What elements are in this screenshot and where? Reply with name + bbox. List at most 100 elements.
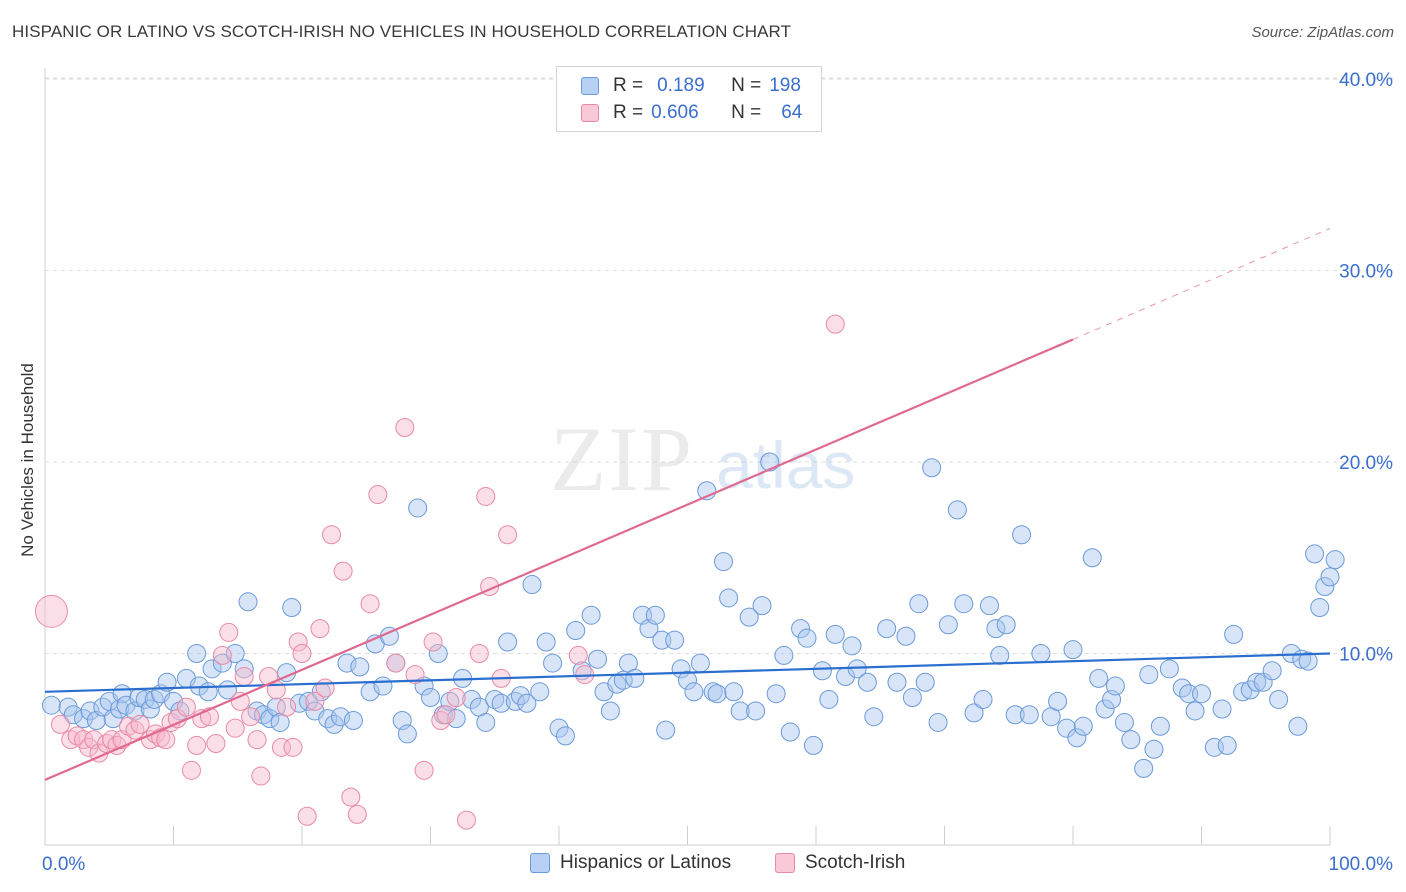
scotch-irish-point <box>271 737 291 757</box>
hispanic-point <box>408 498 428 518</box>
legend-swatch-pink <box>581 104 599 122</box>
watermark-zip: ZIP <box>550 408 694 510</box>
scotch-irish-point <box>315 678 335 698</box>
legend-n-label: N = <box>731 75 762 96</box>
scotch-irish-point <box>456 810 476 830</box>
hispanic-point <box>1048 691 1068 711</box>
hispanic-point <box>690 653 710 673</box>
stats-legend: R = 0.189 N = 198 R = 0.606 N = 64 <box>556 66 822 132</box>
scotch-irish-point <box>206 734 226 754</box>
hispanic-point <box>973 689 993 709</box>
scotch-irish-point <box>130 714 150 734</box>
hispanic-point <box>1019 705 1039 725</box>
legend-swatch-pink <box>775 853 795 873</box>
hispanic-point <box>1105 676 1125 696</box>
hispanic-point <box>864 707 884 727</box>
hispanic-point <box>446 709 466 729</box>
legend-row-scotch-irish: R = 0.606 N = 64 <box>581 101 802 125</box>
scotch-irish-point <box>446 688 466 708</box>
hispanic-point <box>1224 624 1244 644</box>
hispanic-point <box>1269 689 1289 709</box>
scotch-irish-point <box>102 730 122 750</box>
hispanic-point <box>1139 665 1159 685</box>
hispanic-point <box>819 689 839 709</box>
hispanic-point <box>588 649 608 669</box>
hispanic-point <box>613 670 633 690</box>
hispanic-point <box>157 672 177 692</box>
hispanic-points <box>41 452 1345 778</box>
hispanic-point <box>187 644 207 663</box>
hispanic-point <box>724 682 744 702</box>
hispanic-point <box>1089 668 1109 688</box>
hispanic-point <box>1247 672 1267 692</box>
scotch-irish-point <box>305 691 325 711</box>
hispanic-point <box>1305 544 1325 564</box>
hispanic-point <box>656 720 676 740</box>
hispanic-point <box>1212 699 1232 719</box>
hispanic-point <box>713 552 733 572</box>
hispanic-point <box>902 688 922 708</box>
hispanic-point <box>979 596 999 616</box>
hispanic-point <box>517 693 537 713</box>
hispanic-point <box>498 632 518 652</box>
scotch-irish-point <box>156 730 176 750</box>
hispanic-point <box>1005 705 1025 725</box>
scotch-irish-point <box>568 645 588 665</box>
scotch-irish-point <box>212 645 232 665</box>
hispanic-point <box>1082 548 1102 568</box>
hispanic-point <box>938 615 958 635</box>
scotch-irish-point <box>310 619 330 639</box>
hispanic-point <box>581 605 601 625</box>
hispanic-point <box>684 682 704 702</box>
hispanic-point <box>812 661 832 681</box>
scotch-irish-point <box>395 418 415 438</box>
scotch-irish-point <box>292 644 312 663</box>
hispanic-point <box>752 596 772 616</box>
hispanic-point <box>1217 735 1237 755</box>
scotch-irish-point <box>498 525 518 545</box>
scotch-irish-point <box>825 314 845 334</box>
hispanic-point <box>1063 640 1083 660</box>
tick-labels: 10.0% 20.0% 30.0% 40.0% 0.0% 100.0% <box>42 70 1393 875</box>
scotch-irish-point <box>251 766 271 786</box>
hispanic-point <box>238 592 258 612</box>
hispanic-point <box>282 598 302 618</box>
legend-item-label: Hispanics or Latinos <box>560 852 732 873</box>
hispanic-point <box>373 676 393 696</box>
scotch-irish-point <box>187 735 207 755</box>
scotch-irish-point <box>414 760 434 780</box>
hispanic-point <box>1067 728 1087 748</box>
hispanic-point <box>964 703 984 723</box>
hispanic-point <box>343 711 363 731</box>
hispanic-point <box>746 701 766 721</box>
scotch-irish-point <box>241 707 261 727</box>
hispanic-point <box>1315 576 1335 596</box>
hispanic-point <box>350 657 370 677</box>
scotch-irish-point <box>360 594 380 614</box>
hispanic-point <box>645 605 665 625</box>
hispanic-point <box>421 688 440 708</box>
hispanic-point <box>774 645 794 665</box>
series-legend: Hispanics or Latinos Scotch-Irish <box>0 850 1406 878</box>
hispanic-point <box>947 500 967 520</box>
legend-swatch-blue <box>581 77 599 95</box>
y-tick-label: 40.0% <box>1339 70 1393 91</box>
hispanic-point <box>1057 718 1077 738</box>
hispanic-point <box>202 659 222 679</box>
scotch-irish-point <box>297 806 317 826</box>
scotch-irish-points <box>34 98 845 830</box>
scotch-irish-point <box>469 644 489 663</box>
y-axis-label: No Vehicles in Household <box>18 363 37 557</box>
hispanic-point <box>954 594 974 614</box>
scotch-irish-point <box>125 720 145 740</box>
legend-item-label: Scotch-Irish <box>805 852 906 873</box>
legend-n-value: 64 <box>781 102 803 123</box>
y-tick-label: 30.0% <box>1339 262 1393 283</box>
scotch-irish-point <box>219 622 239 642</box>
hispanic-point <box>103 709 123 729</box>
hispanic-point <box>1114 712 1134 732</box>
hispanic-point <box>80 701 100 721</box>
scotch-irish-point <box>230 691 250 711</box>
hispanic-point <box>766 684 786 704</box>
legend-r-label: R = <box>613 75 644 96</box>
